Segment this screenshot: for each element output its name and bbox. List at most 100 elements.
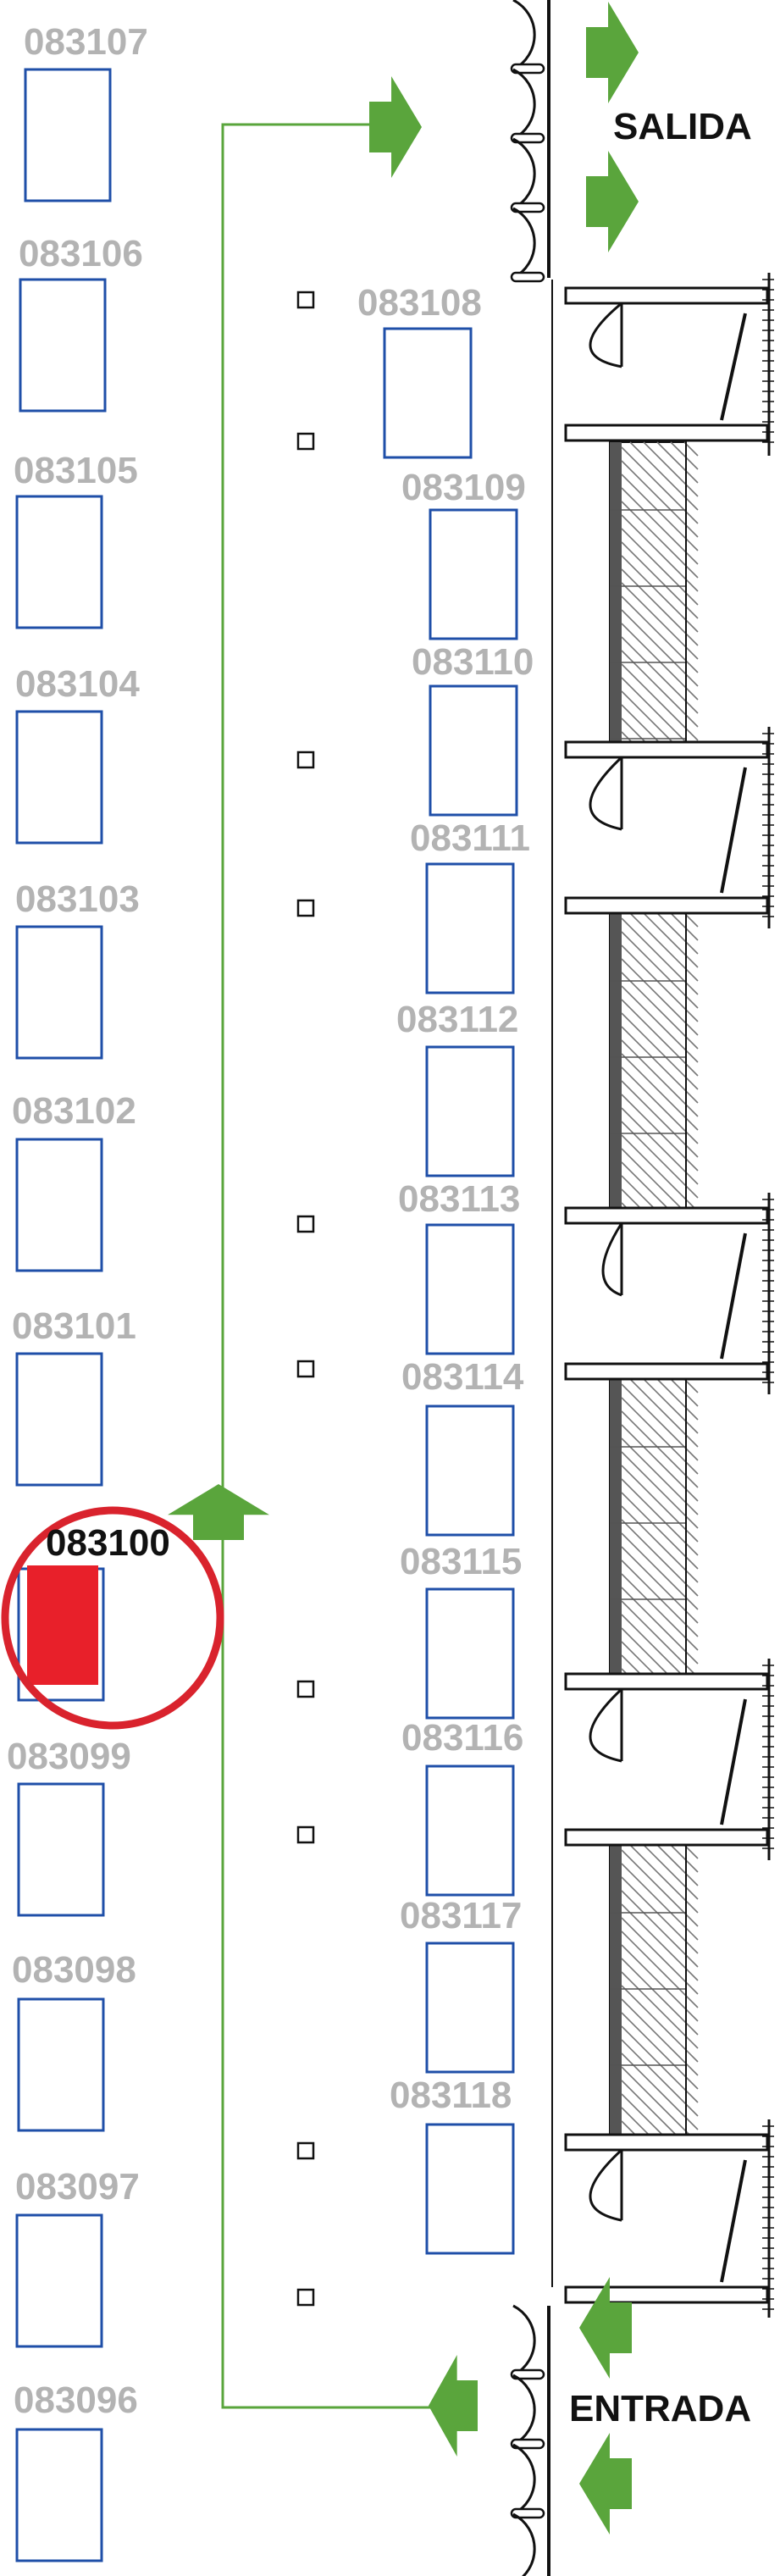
parking-slot — [425, 1764, 515, 1897]
floor-slab — [564, 1672, 769, 1691]
parking-slot — [425, 1942, 515, 2074]
ramp-section — [609, 1844, 687, 2136]
floor-slab — [564, 2133, 769, 2152]
slot-label: 083101 — [12, 1305, 136, 1347]
hatch-line — [643, 1378, 699, 1434]
floor-slab — [564, 424, 769, 442]
turnstile-icon — [512, 2304, 536, 2377]
slot-label: 083104 — [15, 663, 140, 705]
parking-slot — [429, 508, 518, 640]
door-swing-icon — [589, 756, 623, 831]
parking-slot — [24, 68, 112, 202]
hatch-line — [621, 2066, 690, 2136]
parking-slot — [425, 1223, 515, 1355]
turnstile-icon — [512, 207, 536, 280]
pillar-layer — [296, 291, 315, 2307]
turnstile-arm — [510, 202, 545, 213]
turnstile-icon — [512, 2374, 536, 2446]
hatch-line — [621, 1148, 682, 1209]
floor-slab — [564, 740, 769, 759]
parking-slot — [429, 684, 518, 817]
door-leaf-angled — [720, 313, 747, 421]
parking-slot — [19, 278, 107, 413]
hatch-line — [621, 1175, 655, 1209]
parking-slot — [383, 327, 473, 459]
exit-sign: SALIDA — [613, 106, 752, 147]
hatch-line — [621, 677, 687, 743]
ramp-edge — [610, 913, 622, 1208]
green-direction-arrow-icon — [369, 76, 422, 178]
hatch-line — [621, 1627, 668, 1675]
slot-label: 083103 — [15, 878, 140, 920]
door-swing-icon — [589, 302, 622, 368]
hatch-line — [656, 1378, 699, 1421]
turnstile-arm — [510, 2438, 545, 2450]
hatch-line — [621, 1134, 695, 1209]
column-marker-icon — [296, 2288, 315, 2307]
hatch-line — [621, 2080, 677, 2136]
hatch-line — [621, 2120, 636, 2136]
floor-slab — [564, 896, 769, 915]
slot-label: 083118 — [390, 2075, 512, 2116]
green-direction-arrow-icon — [586, 151, 639, 252]
turnstile-arm — [510, 2507, 545, 2519]
hatch-line — [621, 2093, 663, 2136]
hatch-line — [621, 2107, 650, 2136]
door-leaf-angled — [720, 767, 747, 894]
turnstile-icon — [512, 2443, 536, 2516]
parking-slot — [15, 2428, 103, 2562]
column-marker-icon — [296, 899, 315, 917]
parking-slot — [15, 1352, 103, 1487]
hatch-line — [643, 912, 699, 968]
ramp-edge — [610, 1379, 622, 1674]
floor-slab — [564, 1828, 769, 1847]
floor-slab — [564, 286, 769, 305]
door-swing-icon — [589, 2148, 623, 2222]
turnstile-arm — [510, 63, 545, 75]
entrance-sign: ENTRADA — [569, 2388, 752, 2429]
hatch-line — [621, 1654, 641, 1675]
turnstile-arm — [510, 132, 545, 144]
slot-label: 083111 — [410, 817, 530, 859]
parking-slot — [425, 1404, 515, 1537]
floor-slab — [564, 2285, 769, 2304]
turnstile-icon — [512, 68, 536, 141]
slot-label: 083106 — [19, 233, 143, 274]
slot-label: 083102 — [12, 1090, 136, 1132]
slot-label: 083109 — [401, 467, 526, 508]
slot-label: 083099 — [7, 1736, 131, 1777]
turnstile-arm — [510, 2368, 545, 2380]
hatch-line — [643, 441, 699, 497]
turnstile-icon — [512, 2512, 536, 2576]
column-marker-icon — [296, 1360, 315, 1378]
hatch-line — [643, 1844, 699, 1900]
slot-label: 083114 — [401, 1356, 524, 1398]
slot-label: 083097 — [15, 2166, 140, 2208]
route-layer — [168, 2, 639, 2534]
hatch-line — [621, 704, 660, 743]
hatch-line — [621, 1188, 641, 1209]
ramp-edge — [610, 1845, 622, 2135]
green-direction-arrow-icon — [168, 1484, 269, 1540]
column-marker-icon — [296, 751, 315, 769]
floor-slab — [564, 1206, 769, 1225]
hatch-line — [656, 912, 699, 955]
parking-slot — [15, 2213, 103, 2348]
selected-slot-label: 083100 — [46, 1522, 170, 1564]
door-leaf-angled — [720, 1233, 747, 1360]
parking-slot — [15, 925, 103, 1060]
slot-label: 083096 — [14, 2379, 138, 2421]
door-leaf-angled — [720, 1698, 747, 1825]
slot-label: 083117 — [400, 1895, 523, 1936]
route-line — [221, 123, 437, 2409]
door-swing-icon — [589, 1687, 623, 1763]
door-leaf-angled — [720, 2159, 747, 2283]
parking-slot — [15, 1138, 103, 1272]
green-direction-arrow-icon — [586, 2, 639, 103]
green-direction-arrow-icon — [429, 2355, 478, 2457]
column-marker-icon — [296, 432, 315, 451]
green-direction-arrow-icon — [579, 2433, 632, 2534]
wall-structure-layer — [510, 0, 774, 2576]
hatch-line — [656, 1844, 699, 1886]
